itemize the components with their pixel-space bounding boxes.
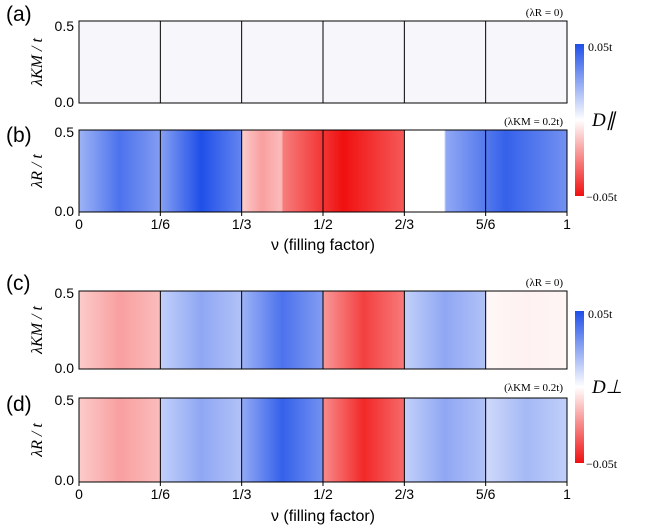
panel-b-ytick-bottom: 0.0 (55, 203, 75, 219)
panel-b-ylabel: λR / t (29, 154, 46, 189)
x-tick-label: 5/6 (476, 486, 496, 502)
panel-d: (d) (λKM = 0.2t) 0.5 0.0 λR / t 0 1/6 1/3 1… (6, 382, 571, 525)
panel-d-xlabel: ν (filling factor) (271, 508, 375, 525)
colorbar-parallel-bar (575, 44, 584, 196)
colorbar-parallel-max: 0.05t (588, 40, 613, 54)
colorbar-perpendicular-max: 0.05t (588, 307, 613, 321)
panel-d-annotation: (λKM = 0.2t) (504, 382, 563, 394)
panel-a-ytick-bottom: 0.0 (55, 94, 75, 110)
panel-c-annotation: (λR = 0) (526, 277, 564, 289)
panel-a-annotation: (λR = 0) (526, 7, 564, 19)
x-tick-label: 1/6 (151, 486, 171, 502)
panel-c-label: (c) (6, 272, 31, 295)
panel-b-annotation: (λKM = 0.2t) (504, 116, 563, 128)
panel-b-label: (b) (6, 124, 32, 147)
x-tick-label: 1 (563, 486, 571, 502)
panel-b-xlabel: ν (filling factor) (271, 237, 375, 254)
x-tick-label: 1 (563, 216, 571, 232)
panel-c: (c) (λR = 0) 0.5 0.0 λKM / t (6, 272, 568, 376)
colorbar-perpendicular: 0.05t −0.05t D⊥ (575, 307, 622, 471)
colorbar-perpendicular-label: D⊥ (591, 377, 622, 398)
panel-d-ytick-top: 0.5 (55, 392, 75, 408)
panel-a-ylabel: λKM / t (29, 38, 46, 87)
x-tick-label: 1/6 (151, 216, 171, 232)
panel-a: (a) (λR = 0) 0.5 0.0 λKM / t (6, 3, 568, 110)
panel-c-ytick-top: 0.5 (55, 285, 75, 301)
colorbar-perpendicular-min: −0.05t (586, 457, 618, 471)
x-tick-label: 1/3 (232, 216, 252, 232)
panel-a-ytick-top: 0.5 (55, 18, 75, 34)
x-tick-label: 0 (75, 216, 83, 232)
panel-b-ytick-top: 0.5 (55, 124, 75, 140)
x-tick-label: 0 (75, 486, 83, 502)
colorbar-parallel-min: −0.05t (586, 190, 618, 204)
x-tick-label: 1/3 (232, 486, 252, 502)
panel-d-ytick-bottom: 0.0 (55, 472, 75, 488)
panel-c-ytick-bottom: 0.0 (55, 360, 75, 376)
panel-a-label: (a) (6, 3, 32, 26)
x-tick-label: 5/6 (476, 216, 496, 232)
panel-c-ylabel: λKM / t (29, 306, 46, 355)
colorbar-parallel: 0.05t −0.05t D∥ (575, 40, 618, 204)
panel-d-ylabel: λR / t (29, 423, 46, 458)
x-tick-label: 1/2 (313, 486, 333, 502)
x-tick-label: 2/3 (395, 486, 415, 502)
x-tick-label: 1/2 (313, 216, 333, 232)
x-tick-label: 2/3 (395, 216, 415, 232)
colorbar-parallel-label: D∥ (591, 110, 617, 131)
colorbar-perpendicular-bar (575, 311, 584, 463)
panel-d-label: (d) (6, 393, 32, 416)
panel-b: (b) (λKM = 0.2t) 0.5 0.0 λR / t 0 1/6 1/3 1… (6, 116, 571, 254)
